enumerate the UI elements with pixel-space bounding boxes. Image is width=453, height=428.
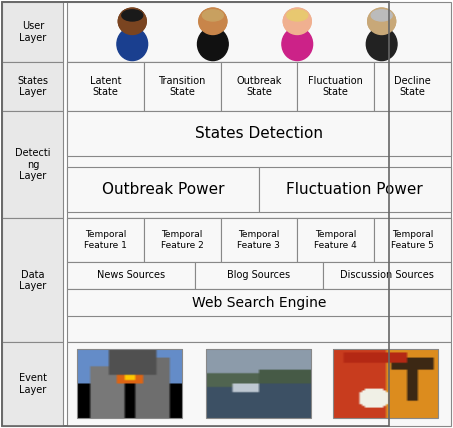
Text: Transition
State: Transition State <box>159 76 206 98</box>
Ellipse shape <box>287 10 308 21</box>
FancyBboxPatch shape <box>67 262 195 289</box>
Ellipse shape <box>198 27 228 61</box>
Text: Latent
State: Latent State <box>90 76 121 98</box>
Circle shape <box>118 8 146 35</box>
Text: Web Search Engine: Web Search Engine <box>192 296 326 310</box>
Text: Detecti
ng
Layer: Detecti ng Layer <box>15 148 51 181</box>
FancyBboxPatch shape <box>297 218 374 262</box>
Text: Blog Sources: Blog Sources <box>227 270 290 280</box>
Text: Temporal
Feature 3: Temporal Feature 3 <box>237 230 280 250</box>
Ellipse shape <box>122 10 143 21</box>
FancyBboxPatch shape <box>67 218 144 262</box>
FancyBboxPatch shape <box>67 2 451 62</box>
FancyBboxPatch shape <box>195 262 323 289</box>
FancyBboxPatch shape <box>2 111 63 218</box>
Text: User
Layer: User Layer <box>19 21 47 43</box>
Text: Temporal
Feature 1: Temporal Feature 1 <box>84 230 127 250</box>
FancyBboxPatch shape <box>2 62 63 111</box>
FancyBboxPatch shape <box>374 62 451 111</box>
FancyBboxPatch shape <box>67 111 451 218</box>
Ellipse shape <box>117 27 148 61</box>
FancyBboxPatch shape <box>221 218 297 262</box>
Text: Temporal
Feature 4: Temporal Feature 4 <box>314 230 357 250</box>
Text: States Detection: States Detection <box>195 126 323 141</box>
Text: Outbreak Power: Outbreak Power <box>102 182 224 197</box>
FancyBboxPatch shape <box>259 167 451 212</box>
FancyBboxPatch shape <box>67 342 451 426</box>
Text: Discussion Sources: Discussion Sources <box>340 270 434 280</box>
Circle shape <box>283 8 311 35</box>
FancyBboxPatch shape <box>2 2 63 62</box>
FancyBboxPatch shape <box>2 342 63 426</box>
Circle shape <box>199 8 227 35</box>
Ellipse shape <box>371 9 393 21</box>
Text: Fluctuation
State: Fluctuation State <box>308 76 363 98</box>
FancyBboxPatch shape <box>67 62 144 111</box>
FancyBboxPatch shape <box>144 62 221 111</box>
Ellipse shape <box>371 10 392 21</box>
FancyBboxPatch shape <box>2 2 389 426</box>
Ellipse shape <box>366 27 397 61</box>
Circle shape <box>283 8 311 35</box>
Circle shape <box>199 8 227 35</box>
Ellipse shape <box>282 27 313 61</box>
FancyBboxPatch shape <box>323 262 451 289</box>
Text: Outbreak
State: Outbreak State <box>236 76 282 98</box>
Circle shape <box>368 8 395 35</box>
FancyBboxPatch shape <box>144 218 221 262</box>
Ellipse shape <box>202 9 224 21</box>
FancyBboxPatch shape <box>67 167 259 212</box>
Text: Data
Layer: Data Layer <box>19 270 47 291</box>
Text: Fluctuation Power: Fluctuation Power <box>286 182 423 197</box>
FancyBboxPatch shape <box>67 62 451 111</box>
Ellipse shape <box>286 9 308 21</box>
Circle shape <box>118 8 146 35</box>
Text: Decline
State: Decline State <box>394 76 431 98</box>
FancyBboxPatch shape <box>67 289 451 316</box>
Circle shape <box>368 8 395 35</box>
FancyBboxPatch shape <box>374 218 451 262</box>
FancyBboxPatch shape <box>2 218 63 342</box>
FancyBboxPatch shape <box>297 62 374 111</box>
Text: States
Layer: States Layer <box>17 76 48 98</box>
Ellipse shape <box>121 9 144 21</box>
Text: Event
Layer: Event Layer <box>19 373 47 395</box>
Text: News Sources: News Sources <box>97 270 165 280</box>
Text: Temporal
Feature 5: Temporal Feature 5 <box>391 230 434 250</box>
FancyBboxPatch shape <box>67 111 451 156</box>
Ellipse shape <box>202 10 223 21</box>
Text: Temporal
Feature 2: Temporal Feature 2 <box>161 230 203 250</box>
FancyBboxPatch shape <box>221 62 297 111</box>
FancyBboxPatch shape <box>67 218 451 342</box>
